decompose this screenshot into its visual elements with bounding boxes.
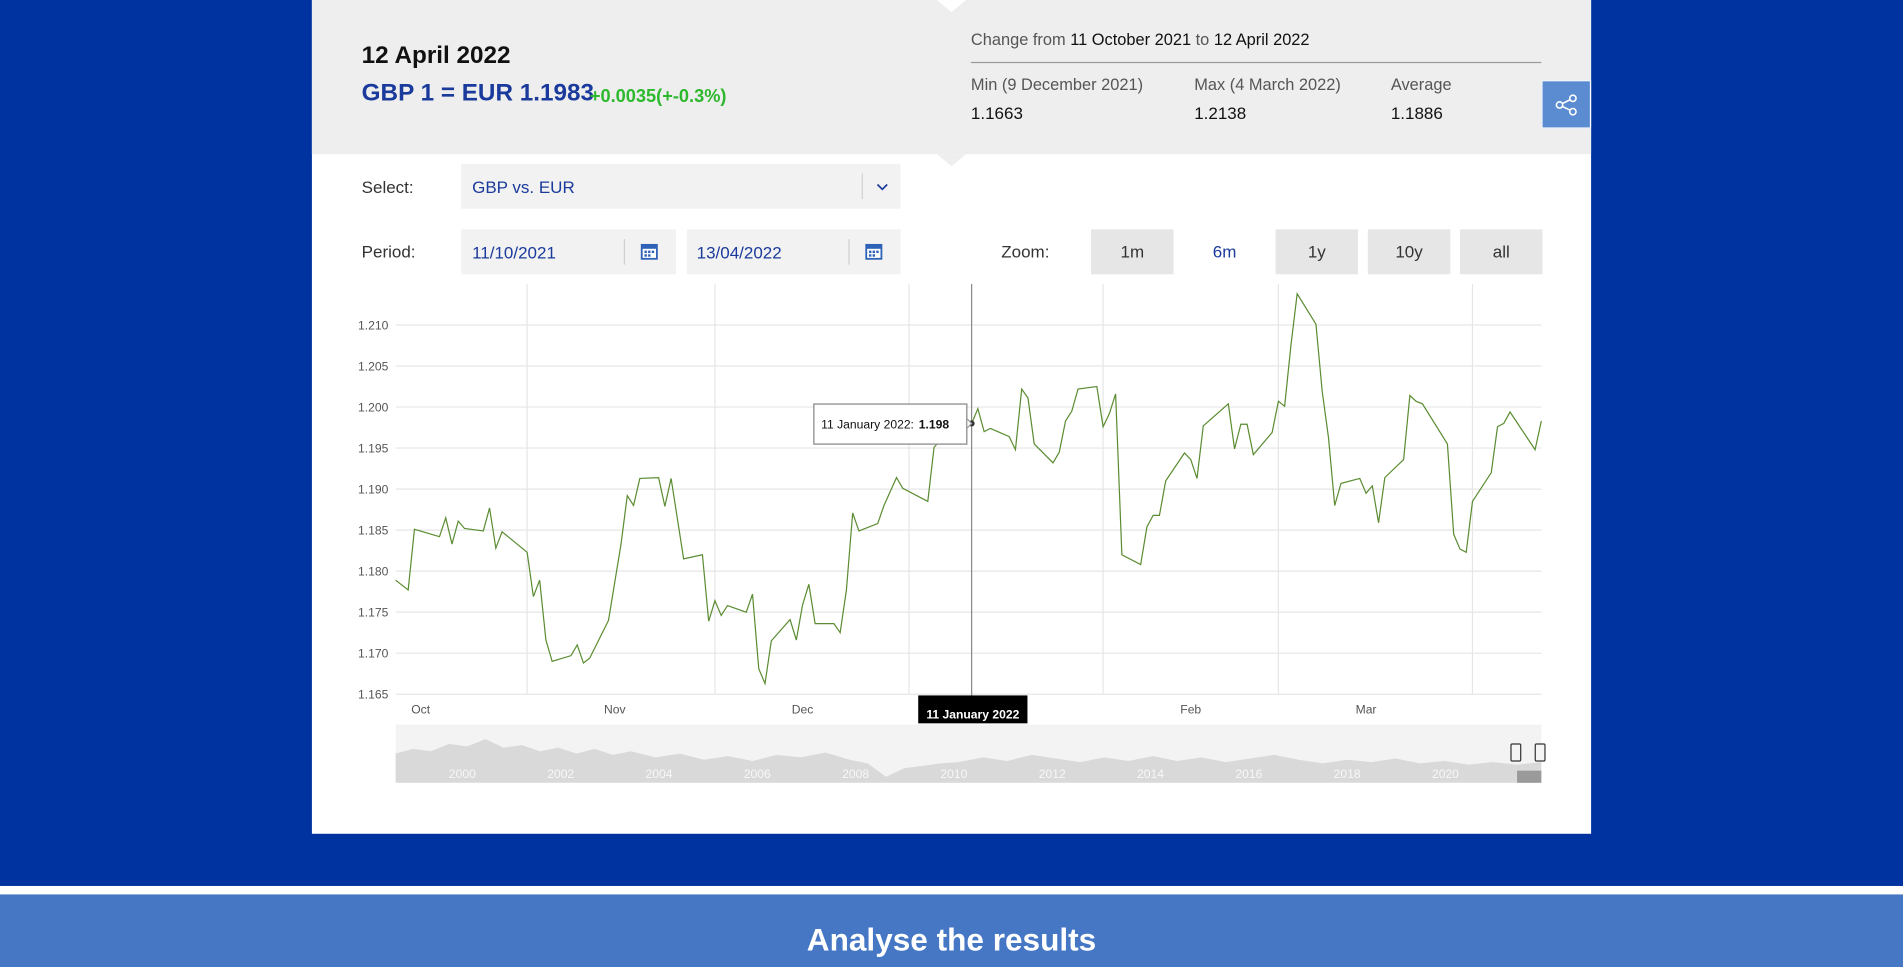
- navigator-label: 2004: [646, 767, 673, 781]
- x-tick-label: Feb: [1180, 703, 1201, 717]
- change-range: Change from 11 October 2021 to 12 April …: [971, 30, 1310, 48]
- navigator-label: 2016: [1235, 767, 1262, 781]
- x-tick-label: Nov: [604, 703, 626, 717]
- footer-band: Analyse the results: [0, 894, 1903, 967]
- zoom-button[interactable]: 6m: [1212, 241, 1237, 261]
- footer-title: Analyse the results: [806, 921, 1097, 958]
- date-to: 13/04/2022: [696, 242, 782, 263]
- max-value: 1.2138: [1194, 103, 1247, 123]
- y-tick-label: 1.195: [358, 441, 389, 455]
- zoom-button[interactable]: 10y: [1367, 229, 1451, 275]
- divider: [970, 61, 1542, 64]
- y-tick-label: 1.185: [358, 523, 389, 537]
- zoom-label: Zoom:: [1001, 241, 1050, 261]
- navigator-label: 2002: [547, 767, 574, 781]
- y-tick-label: 1.165: [358, 687, 389, 701]
- select-value: GBP vs. EUR: [472, 177, 575, 197]
- min-label: Min (9 December 2021): [970, 75, 1144, 94]
- calendar-icon[interactable]: [640, 242, 659, 261]
- share-button[interactable]: [1541, 80, 1592, 129]
- notch: [936, 0, 967, 13]
- navigator-area: [395, 739, 1542, 783]
- period-label: Period:: [361, 241, 416, 261]
- label: to: [1195, 30, 1210, 49]
- x-tick-label: Dec: [792, 703, 814, 717]
- separator-strip: [0, 885, 1903, 895]
- currency-select[interactable]: GBP vs. EUR: [461, 163, 901, 209]
- navigator-label: 2012: [1039, 767, 1066, 781]
- y-tick-label: 1.180: [358, 564, 389, 578]
- share-icon: [1555, 94, 1577, 116]
- y-tick-label: 1.200: [358, 400, 389, 414]
- max-label: Max (4 March 2022): [1194, 75, 1341, 94]
- navigator-label: 2014: [1137, 767, 1164, 781]
- label: Change from: [970, 30, 1066, 49]
- notch: [936, 154, 967, 167]
- date-from: 11/10/2021: [472, 242, 556, 263]
- avg-label: Average: [1390, 75, 1452, 94]
- separator: [848, 239, 850, 265]
- date-to-input[interactable]: 13/04/2022: [686, 229, 901, 275]
- select-label: Select:: [361, 177, 414, 197]
- y-tick-label: 1.175: [358, 605, 389, 619]
- y-tick-label: 1.190: [358, 482, 389, 496]
- date-from-input[interactable]: 11/10/2021: [461, 229, 677, 275]
- navigator-selection: [1517, 770, 1542, 783]
- rate: GBP 1 = EUR 1.1983: [361, 80, 594, 107]
- x-tick-label: Mar: [1356, 703, 1377, 717]
- navigator-label: 2010: [940, 767, 967, 781]
- avg-value: 1.1886: [1390, 103, 1443, 123]
- tooltip-date: 11 January 2022:: [821, 417, 914, 431]
- navigator-handle[interactable]: [1534, 743, 1546, 762]
- zoom-button[interactable]: 1m: [1091, 229, 1174, 275]
- price-line: [395, 292, 1542, 686]
- navigator-handle[interactable]: [1510, 743, 1522, 762]
- zoom-button[interactable]: all: [1460, 229, 1543, 275]
- crosshair-label: 11 January 2022: [926, 707, 1019, 721]
- tooltip-value: 1.198: [919, 417, 950, 431]
- chevron: [876, 183, 888, 191]
- from-date: 11 October 2021: [1070, 30, 1192, 49]
- navigator-label: 2006: [744, 767, 771, 781]
- chart: 1.165 1.170 1.175 1.180 1.185 1.190 1.195 1.200…: [358, 0, 1546, 783]
- navigator-label: 2018: [1334, 767, 1361, 781]
- date: 12 April 2022: [361, 42, 511, 70]
- tooltip-arrow: [966, 417, 973, 430]
- y-tick-label: 1.205: [358, 359, 389, 373]
- change: +0.0035(+-0.3%): [589, 86, 727, 107]
- y-tick-label: 1.170: [358, 646, 389, 660]
- tooltip: 11 January 2022: 1.198: [821, 417, 949, 431]
- navigator-label: 2008: [842, 767, 869, 781]
- x-tick-label: Oct: [411, 703, 430, 717]
- navigator-label: 2020: [1432, 767, 1459, 781]
- tooltip-box: [813, 403, 968, 445]
- min-value: 1.1663: [970, 103, 1023, 123]
- separator: [623, 239, 626, 265]
- crosshair-label-bg: [918, 695, 1028, 724]
- navigator-label: 2000: [449, 767, 476, 781]
- header-panel: [311, 0, 1592, 155]
- separator: [861, 173, 863, 200]
- calendar-icon[interactable]: [864, 242, 883, 261]
- y-tick-label: 1.210: [358, 318, 389, 332]
- to-date: 12 April 2022: [1213, 30, 1310, 49]
- zoom-button[interactable]: 1y: [1275, 229, 1359, 275]
